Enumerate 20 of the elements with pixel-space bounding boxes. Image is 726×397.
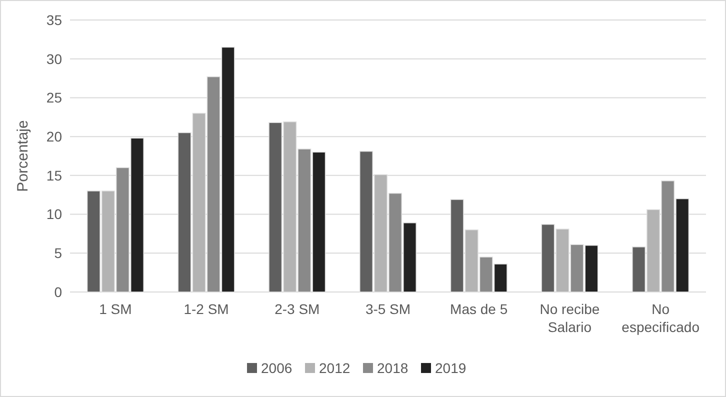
x-tick-label: No recibe Salario bbox=[540, 301, 600, 335]
y-tick-label: 30 bbox=[46, 50, 62, 67]
x-tick-label: 1 SM bbox=[99, 301, 132, 317]
x-tick-label: 2-3 SM bbox=[274, 301, 320, 317]
x-tick-label: No especificado bbox=[622, 301, 700, 335]
x-tick-label: 3-5 SM bbox=[365, 301, 411, 317]
y-tick-label: 15 bbox=[46, 167, 62, 184]
y-tick-label: 25 bbox=[46, 90, 62, 106]
y-tick-label: 5 bbox=[54, 245, 62, 262]
y-axis-title: Porcentaje bbox=[14, 120, 32, 192]
y-tick-label: 10 bbox=[46, 206, 62, 222]
legend-label: 2006 bbox=[261, 360, 292, 376]
y-tick-label: 20 bbox=[46, 128, 62, 144]
legend-label: 2018 bbox=[377, 360, 408, 376]
legend-label: 2019 bbox=[435, 360, 466, 376]
x-tick-label: 1-2 SM bbox=[184, 301, 229, 317]
y-tick-label: 35 bbox=[46, 12, 62, 28]
legend-label: 2012 bbox=[319, 360, 350, 376]
x-tick-label: Mas de 5 bbox=[450, 301, 508, 317]
y-tick-label: 0 bbox=[54, 284, 62, 300]
